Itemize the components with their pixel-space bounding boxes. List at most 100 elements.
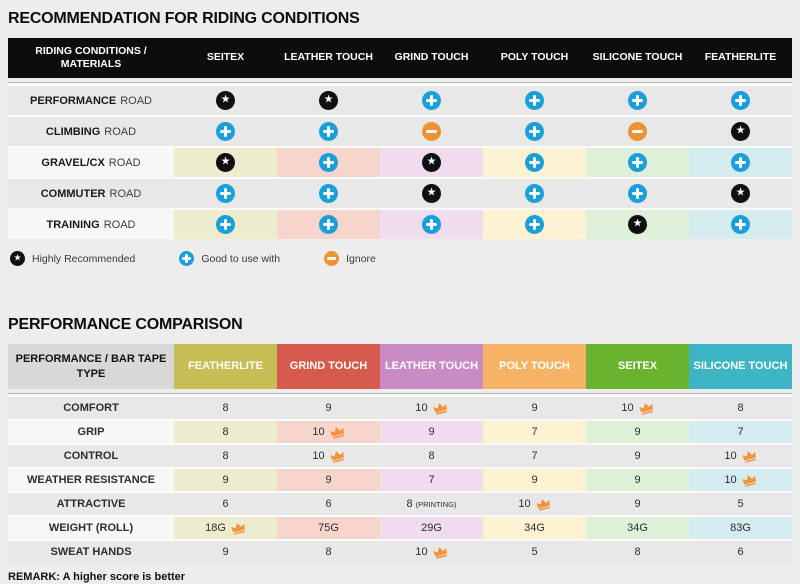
score-cell: 7 (483, 445, 586, 467)
crown-icon (534, 496, 552, 514)
table-row: CLIMBING ROAD (8, 117, 792, 146)
column-header-leather-touch: LEATHER TOUCH (284, 51, 373, 64)
score-cell: 10 (277, 445, 380, 467)
table-row: WEIGHT (ROLL) 18G 75G 29G 34G 34G 83G (8, 517, 792, 539)
score-value: 9 (222, 546, 229, 558)
score-cell: 8 (174, 421, 277, 443)
table-row: GRIP 8 10 9 7 9 7 (8, 421, 792, 443)
column-header-silicone-touch: SILICONE TOUCH (592, 51, 683, 64)
plus-icon (628, 91, 647, 110)
section1-title: RECOMMENDATION FOR RIDING CONDITIONS (8, 10, 360, 27)
score-value: 8 (634, 546, 641, 558)
minus-icon (628, 122, 647, 141)
score-value: 7 (428, 474, 435, 486)
plus-icon (525, 122, 544, 141)
score-value: 10 (312, 450, 325, 462)
riding-conditions-table: RIDING CONDITIONS / MATERIALS SEITEX LEA… (8, 38, 792, 239)
legend: Highly Recommended Good to use with Igno… (10, 251, 792, 266)
rating-cell (586, 179, 689, 208)
score-cell: 8 (380, 445, 483, 467)
rating-cell (483, 117, 586, 146)
section2-title: PERFORMANCE COMPARISON (8, 316, 243, 333)
score-cell: 34G (483, 517, 586, 539)
score-value: 6 (222, 498, 229, 510)
score-value: 10 (518, 498, 531, 510)
score-value: 10 (312, 426, 325, 438)
score-cell: 8 (PRINTING) (380, 493, 483, 515)
score-value: 7 (531, 426, 538, 438)
table-row: TRAINING ROAD (8, 210, 792, 239)
column-header-seitex: SEITEX (586, 344, 689, 389)
rating-cell (277, 210, 380, 239)
plus-icon (216, 184, 235, 203)
star-icon (319, 91, 338, 110)
rating-cell (689, 117, 792, 146)
score-cell: 10 (380, 397, 483, 419)
rating-cell (380, 117, 483, 146)
column-header-grind-touch: GRIND TOUCH (277, 344, 380, 389)
score-cell: 6 (277, 493, 380, 515)
score-value: 9 (634, 498, 641, 510)
score-value: 9 (634, 450, 641, 462)
rating-cell (483, 148, 586, 177)
star-icon (731, 122, 750, 141)
column-header-featherlite: FEATHERLITE (704, 51, 777, 64)
row-label: TRAINING ROAD (8, 210, 174, 239)
rating-cell (689, 86, 792, 115)
score-cell: 34G (586, 517, 689, 539)
score-value: 7 (531, 450, 538, 462)
rating-cell (586, 210, 689, 239)
minus-icon (324, 251, 340, 266)
plus-icon (525, 215, 544, 234)
star-icon (216, 91, 235, 110)
score-cell: 9 (586, 445, 689, 467)
score-cell: 10 (277, 421, 380, 443)
score-value: 10 (724, 474, 737, 486)
score-value: 9 (634, 474, 641, 486)
rating-cell (174, 210, 277, 239)
score-cell: 5 (689, 493, 792, 515)
star-icon (422, 153, 441, 172)
score-value: 34G (627, 522, 648, 534)
score-value: 10 (415, 546, 428, 558)
row-label: COMFORT (8, 397, 174, 419)
crown-icon (637, 400, 655, 418)
rating-cell (483, 210, 586, 239)
plus-icon (628, 153, 647, 172)
score-cell: 9 (174, 541, 277, 563)
corner-header: RIDING CONDITIONS / MATERIALS (35, 44, 147, 70)
row-label: CLIMBING ROAD (8, 117, 174, 146)
star-icon (422, 184, 441, 203)
plus-icon (731, 153, 750, 172)
rating-cell (277, 179, 380, 208)
rating-cell (586, 86, 689, 115)
column-header-grind-touch: GRIND TOUCH (394, 51, 469, 64)
score-cell: 8 (689, 397, 792, 419)
score-cell: 5 (483, 541, 586, 563)
row-label: GRAVEL/CX ROAD (8, 148, 174, 177)
score-cell: 75G (277, 517, 380, 539)
score-cell: 10 (483, 493, 586, 515)
crown-icon (740, 472, 758, 490)
row-label: COMMUTER ROAD (8, 179, 174, 208)
rating-cell (380, 210, 483, 239)
score-value: 9 (531, 474, 538, 486)
rating-cell (380, 86, 483, 115)
plus-icon (319, 153, 338, 172)
score-value: 8 (406, 498, 413, 510)
score-cell: 8 (174, 397, 277, 419)
table-row: SWEAT HANDS 9 8 10 5 8 6 (8, 541, 792, 563)
score-value: 10 (621, 402, 634, 414)
star-icon (628, 215, 647, 234)
score-cell: 8 (277, 541, 380, 563)
legend-label: Good to use with (201, 252, 281, 265)
crown-icon (230, 520, 248, 538)
rating-cell (689, 148, 792, 177)
score-value: 5 (737, 498, 744, 510)
column-header-featherlite: FEATHERLITE (174, 344, 277, 389)
plus-icon (628, 184, 647, 203)
score-value: 8 (325, 546, 332, 558)
riding-conditions-body: PERFORMANCEROADCLIMBINGROADGRAVEL/CXROAD… (8, 82, 792, 239)
score-cell: 8 (586, 541, 689, 563)
score-value: 9 (634, 426, 641, 438)
